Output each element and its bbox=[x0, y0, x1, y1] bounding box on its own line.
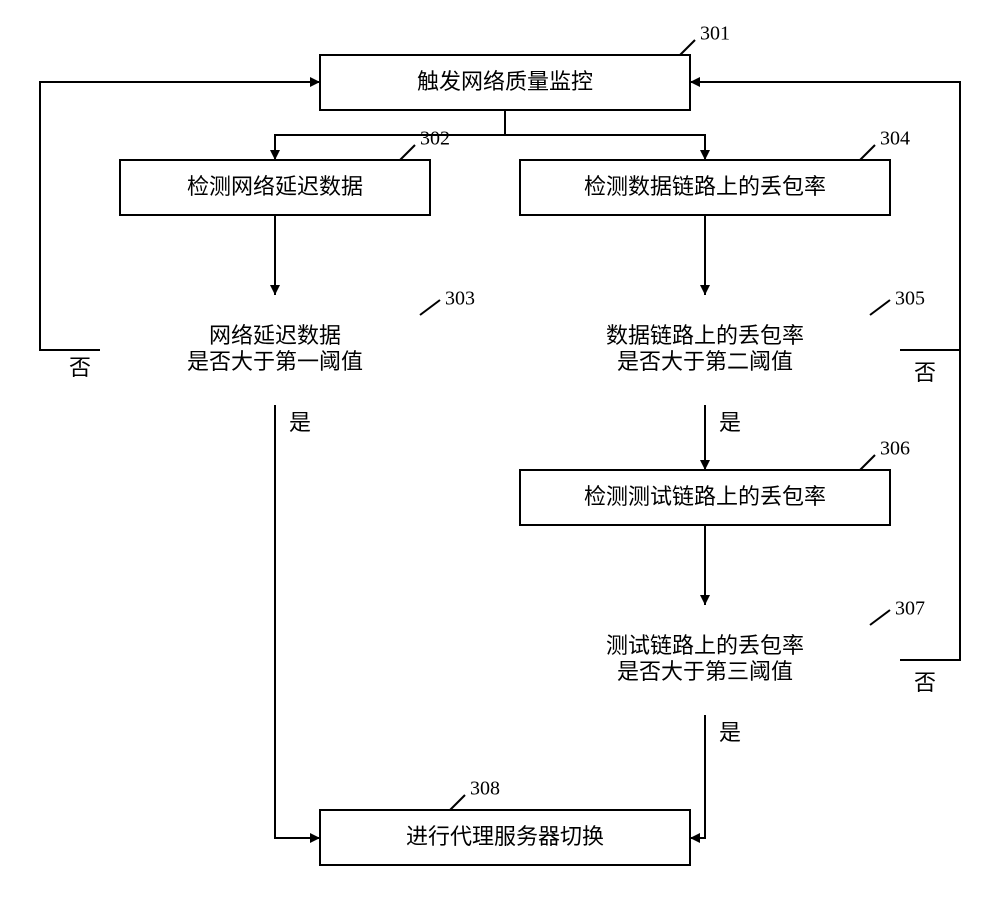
node-308-label: 进行代理服务器切换 bbox=[406, 824, 604, 849]
edge-303-no-label: 否 bbox=[69, 355, 91, 380]
node-304-num: 304 bbox=[880, 128, 910, 150]
node-307: 测试链路上的丢包率 是否大于第三阈值 307 bbox=[606, 598, 925, 684]
node-307-line2: 是否大于第三阈值 bbox=[617, 659, 793, 684]
node-306-num: 306 bbox=[880, 438, 910, 460]
node-301-label: 触发网络质量监控 bbox=[417, 69, 593, 94]
edge-301-302 bbox=[275, 110, 505, 160]
node-304: 检测数据链路上的丢包率 304 bbox=[520, 128, 910, 215]
leader-306 bbox=[860, 455, 875, 470]
leader-307 bbox=[870, 610, 890, 625]
leader-304 bbox=[860, 145, 875, 160]
node-302-num: 302 bbox=[420, 128, 450, 150]
leader-302 bbox=[400, 145, 415, 160]
leader-308 bbox=[450, 795, 465, 810]
node-301-num: 301 bbox=[700, 23, 730, 45]
node-306: 检测测试链路上的丢包率 306 bbox=[520, 438, 910, 525]
edge-305-yes-label: 是 bbox=[719, 410, 741, 435]
edge-303-yes-label: 是 bbox=[289, 410, 311, 435]
node-303-line1: 网络延迟数据 bbox=[209, 323, 341, 348]
node-303-num: 303 bbox=[445, 288, 475, 310]
node-302-label: 检测网络延迟数据 bbox=[187, 174, 363, 199]
edge-305-no-label: 否 bbox=[914, 360, 936, 385]
edge-307-no-label: 否 bbox=[914, 670, 936, 695]
node-304-label: 检测数据链路上的丢包率 bbox=[584, 174, 826, 199]
leader-305 bbox=[870, 300, 890, 315]
node-302: 检测网络延迟数据 302 bbox=[120, 128, 450, 215]
node-301: 触发网络质量监控 301 bbox=[320, 23, 730, 110]
node-303-line2: 是否大于第一阈值 bbox=[187, 349, 363, 374]
flowchart-canvas: 触发网络质量监控 301 检测网络延迟数据 302 检测数据链路上的丢包率 30… bbox=[0, 0, 1000, 914]
node-305-line2: 是否大于第二阈值 bbox=[617, 349, 793, 374]
node-307-num: 307 bbox=[895, 598, 925, 620]
node-305-num: 305 bbox=[895, 288, 925, 310]
node-308: 进行代理服务器切换 308 bbox=[320, 778, 690, 865]
edge-303-yes bbox=[275, 405, 320, 838]
leader-303 bbox=[420, 300, 440, 315]
node-303: 网络延迟数据 是否大于第一阈值 303 bbox=[187, 288, 475, 374]
node-307-line1: 测试链路上的丢包率 bbox=[606, 633, 804, 658]
edge-307-yes-label: 是 bbox=[719, 720, 741, 745]
node-308-num: 308 bbox=[470, 778, 500, 800]
leader-301 bbox=[680, 40, 695, 55]
node-306-label: 检测测试链路上的丢包率 bbox=[584, 484, 826, 509]
node-305-line1: 数据链路上的丢包率 bbox=[606, 323, 804, 348]
edge-301-304 bbox=[505, 110, 705, 160]
edge-307-yes bbox=[690, 715, 705, 838]
node-305: 数据链路上的丢包率 是否大于第二阈值 305 bbox=[606, 288, 925, 374]
